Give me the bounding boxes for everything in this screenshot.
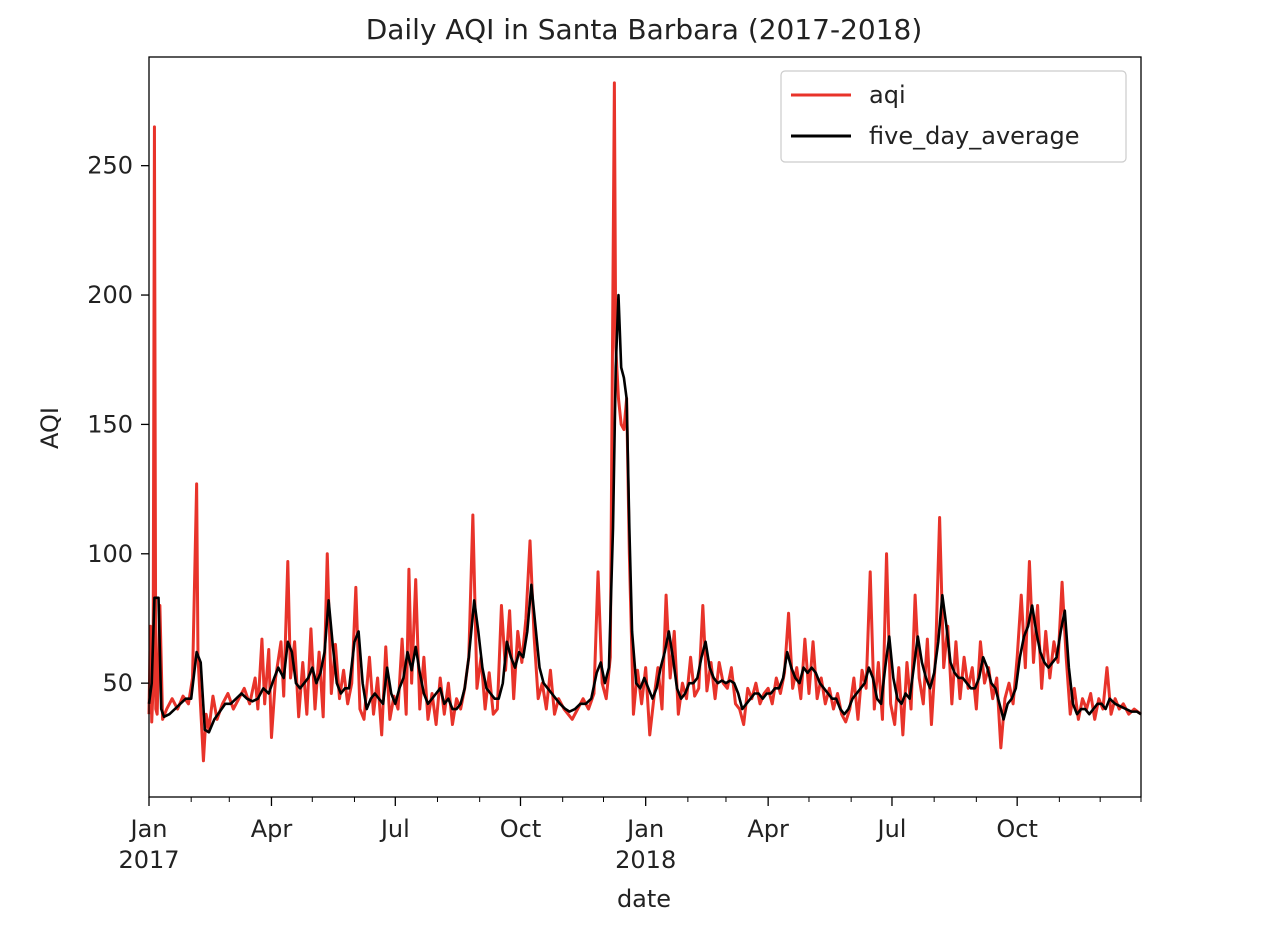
legend-label-five-day-average: five_day_average	[869, 122, 1079, 150]
x-axis-ticks: Jan 2017 Apr Jul Oct Jan 2018 Apr Jul Oct	[118, 797, 1142, 874]
x-tick-label: Apr	[747, 815, 789, 843]
legend-label-aqi: aqi	[869, 81, 906, 109]
x-tick-label: Oct	[996, 815, 1038, 843]
x-tick-label: Jan	[129, 815, 168, 843]
x-tick-label: Jan	[625, 815, 664, 843]
y-tick-label: 100	[87, 540, 133, 568]
x-tick-year-label: 2017	[118, 846, 179, 874]
x-tick-label: Apr	[251, 815, 293, 843]
y-tick-label: 50	[102, 669, 133, 697]
x-tick-year-label: 2018	[615, 846, 676, 874]
y-axis-label: AQI	[36, 407, 64, 449]
x-tick-label: Jul	[379, 815, 410, 843]
series-line-five-day-average	[147, 293, 1142, 734]
y-axis-ticks: 50 100 150 200 250	[87, 152, 149, 697]
series-line-aqi	[147, 81, 1142, 763]
chart-title: Daily AQI in Santa Barbara (2017-2018)	[366, 13, 923, 46]
series-layer	[147, 81, 1142, 763]
legend: aqi five_day_average	[780, 70, 1127, 163]
y-tick-label: 250	[87, 152, 133, 180]
plot-frame	[148, 56, 1142, 798]
x-axis-label: date	[617, 885, 671, 913]
legend-box	[780, 70, 1127, 163]
y-tick-label: 150	[87, 410, 133, 438]
x-tick-label: Jul	[875, 815, 906, 843]
y-tick-label: 200	[87, 281, 133, 309]
x-tick-label: Oct	[500, 815, 542, 843]
